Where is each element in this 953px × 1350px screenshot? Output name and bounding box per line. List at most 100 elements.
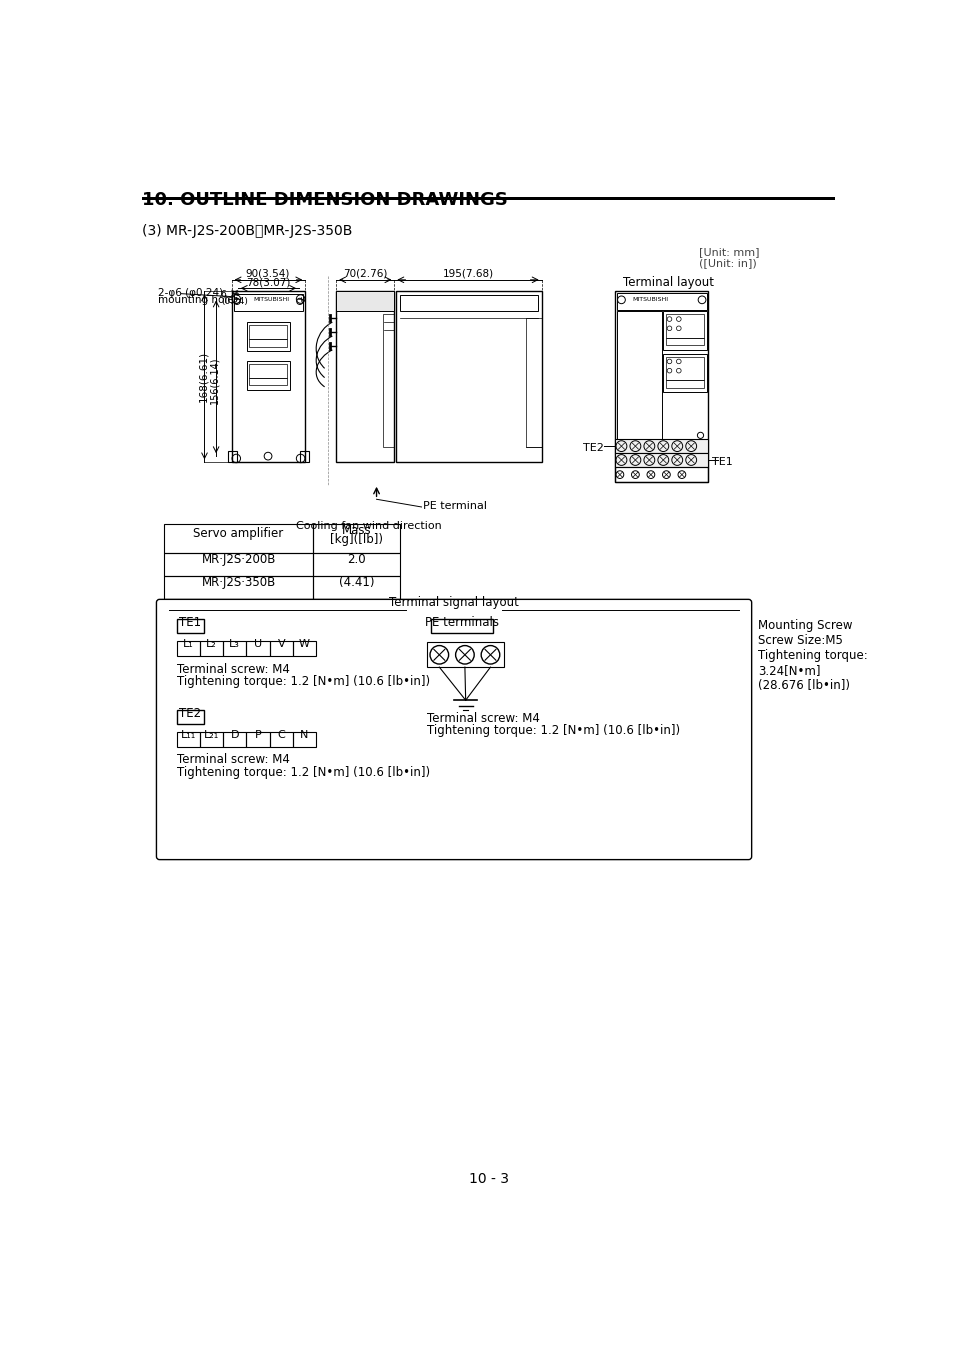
- Bar: [313, 576, 399, 599]
- Bar: [270, 732, 293, 747]
- Bar: [142, 197, 835, 200]
- Text: U: U: [253, 639, 262, 649]
- Text: D: D: [231, 730, 238, 740]
- Bar: [164, 554, 313, 576]
- Text: Terminal layout: Terminal layout: [622, 275, 713, 289]
- Bar: [249, 378, 287, 385]
- Bar: [293, 732, 315, 747]
- Text: (4.41): (4.41): [338, 576, 374, 589]
- Text: 2-φ6 (φ0.24): 2-φ6 (φ0.24): [158, 288, 223, 297]
- Text: Servo amplifier: Servo amplifier: [193, 526, 283, 540]
- Text: 156(6.14): 156(6.14): [210, 356, 219, 405]
- Text: MITSUBISHI: MITSUBISHI: [632, 297, 668, 302]
- Text: TE2: TE2: [582, 443, 603, 454]
- Text: [Unit: mm]: [Unit: mm]: [699, 247, 759, 256]
- Bar: [164, 524, 313, 554]
- Bar: [431, 620, 493, 633]
- Text: Tightening torque: 1.2 [N•m] (10.6 [lb•in]): Tightening torque: 1.2 [N•m] (10.6 [lb•i…: [176, 765, 429, 779]
- Bar: [427, 643, 504, 667]
- Text: L₃: L₃: [229, 639, 240, 649]
- Text: 70(2.76): 70(2.76): [342, 269, 387, 278]
- Text: Terminal screw: M4: Terminal screw: M4: [176, 663, 289, 675]
- Text: Mass: Mass: [341, 524, 371, 536]
- Text: (3) MR-J2S-200B・MR-J2S-350B: (3) MR-J2S-200B・MR-J2S-350B: [142, 224, 353, 238]
- Text: N: N: [300, 730, 309, 740]
- Bar: [232, 292, 305, 462]
- Text: Terminal screw: M4: Terminal screw: M4: [427, 711, 539, 725]
- Bar: [176, 641, 199, 656]
- Bar: [662, 354, 706, 393]
- Text: L₂₁: L₂₁: [204, 730, 219, 740]
- Bar: [270, 641, 293, 656]
- Text: MR·J2S·350B: MR·J2S·350B: [201, 576, 275, 589]
- Bar: [247, 360, 290, 390]
- Bar: [223, 641, 246, 656]
- Text: 168(6.61): 168(6.61): [197, 351, 208, 402]
- Text: L₁₁: L₁₁: [180, 730, 195, 740]
- Bar: [246, 732, 270, 747]
- Text: Terminal screw: M4: Terminal screw: M4: [176, 753, 289, 767]
- Bar: [617, 312, 661, 459]
- FancyBboxPatch shape: [156, 599, 751, 860]
- Bar: [176, 620, 204, 633]
- Text: (0.24): (0.24): [220, 297, 248, 305]
- Text: W: W: [298, 639, 310, 649]
- Text: TE1: TE1: [711, 456, 732, 467]
- Bar: [615, 292, 707, 482]
- Text: MR·J2S·200B: MR·J2S·200B: [201, 552, 275, 566]
- Bar: [665, 315, 703, 338]
- Text: [kg]([lb]): [kg]([lb]): [330, 533, 382, 545]
- Bar: [199, 641, 223, 656]
- Bar: [293, 641, 315, 656]
- Text: 10. OUTLINE DIMENSION DRAWINGS: 10. OUTLINE DIMENSION DRAWINGS: [142, 192, 508, 209]
- Text: PE terminal: PE terminal: [422, 501, 487, 510]
- Bar: [525, 319, 541, 447]
- Text: mounting hole: mounting hole: [158, 296, 233, 305]
- Bar: [249, 363, 287, 378]
- Text: 90(3.54): 90(3.54): [246, 269, 290, 278]
- Bar: [299, 451, 309, 462]
- Bar: [615, 439, 707, 454]
- Text: Tightening torque: 1.2 [N•m] (10.6 [lb•in]): Tightening torque: 1.2 [N•m] (10.6 [lb•i…: [427, 724, 679, 737]
- Text: 10 - 3: 10 - 3: [469, 1172, 508, 1187]
- Text: Mounting Screw
Screw Size:M5
Tightening torque:
3.24[N•m]
(28.676 [lb•in]): Mounting Screw Screw Size:M5 Tightening …: [757, 620, 866, 693]
- Bar: [228, 451, 236, 462]
- Bar: [399, 296, 537, 310]
- Bar: [335, 292, 394, 462]
- Text: L₁: L₁: [183, 639, 193, 649]
- Text: ([Unit: in]): ([Unit: in]): [699, 258, 756, 269]
- Bar: [223, 732, 246, 747]
- Bar: [313, 554, 399, 576]
- Bar: [247, 323, 290, 351]
- Bar: [665, 356, 703, 379]
- Text: P: P: [254, 730, 261, 740]
- Bar: [164, 576, 313, 599]
- Text: 6: 6: [220, 290, 226, 298]
- Bar: [176, 710, 204, 724]
- Text: TE2: TE2: [179, 707, 201, 720]
- Text: MITSUBISHI: MITSUBISHI: [253, 297, 289, 302]
- Bar: [615, 467, 707, 482]
- Text: L₂: L₂: [206, 639, 216, 649]
- Text: TE1: TE1: [179, 616, 201, 629]
- Text: 2.0: 2.0: [347, 552, 365, 566]
- Text: Tightening torque: 1.2 [N•m] (10.6 [lb•in]): Tightening torque: 1.2 [N•m] (10.6 [lb•i…: [176, 675, 429, 687]
- Bar: [615, 454, 707, 467]
- Bar: [176, 732, 199, 747]
- Text: PE terminals: PE terminals: [424, 616, 498, 629]
- Text: Cooling fan wind direction: Cooling fan wind direction: [295, 521, 441, 531]
- Bar: [246, 641, 270, 656]
- Text: C: C: [277, 730, 285, 740]
- Bar: [617, 293, 706, 310]
- Bar: [249, 339, 287, 347]
- Bar: [665, 338, 703, 346]
- Bar: [665, 379, 703, 387]
- Bar: [313, 524, 399, 554]
- Bar: [199, 732, 223, 747]
- Bar: [233, 294, 303, 310]
- Bar: [382, 315, 394, 447]
- Bar: [662, 312, 706, 350]
- Text: 78(3.07): 78(3.07): [246, 278, 290, 288]
- Text: Terminal signal layout: Terminal signal layout: [389, 595, 518, 609]
- Bar: [335, 292, 394, 311]
